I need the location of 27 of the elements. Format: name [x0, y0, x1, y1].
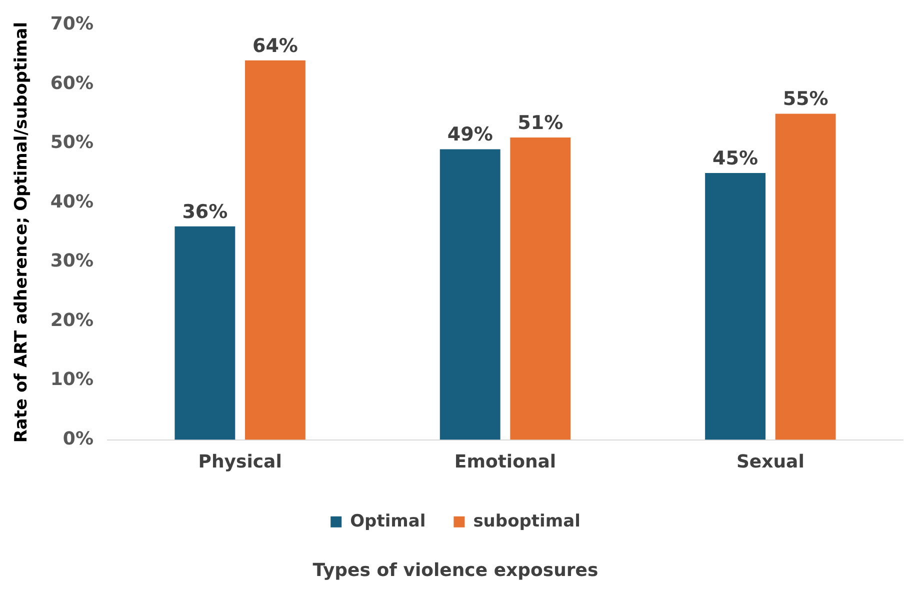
data-label: 51% — [518, 112, 564, 134]
bar — [174, 226, 236, 440]
data-label: 64% — [252, 34, 298, 57]
x-axis-title: Types of violence exposures — [312, 560, 598, 581]
data-label: 49% — [447, 124, 493, 146]
x-tick-label: Emotional — [454, 451, 556, 472]
y-tick-label: 60% — [50, 72, 94, 94]
data-label: 36% — [182, 200, 228, 223]
bar — [705, 173, 766, 440]
y-axis-title: Rate of ART adherence; Optimal/suboptimal — [12, 22, 32, 443]
bar — [775, 114, 836, 440]
y-tick-label: 70% — [50, 13, 94, 34]
data-label: 45% — [712, 147, 758, 170]
x-tick-label: Sexual — [736, 451, 804, 472]
y-tick-label: 50% — [50, 132, 94, 154]
y-tick-label: 30% — [50, 250, 94, 272]
x-tick-label: Physical — [198, 451, 282, 472]
y-tick-label: 40% — [50, 191, 94, 212]
bar — [244, 60, 306, 440]
y-tick-label: 0% — [62, 428, 94, 450]
data-label: 55% — [782, 88, 828, 110]
legend-label: Optimal — [350, 511, 426, 532]
y-tick-label: 10% — [50, 369, 94, 390]
bar — [510, 137, 571, 440]
bar — [440, 149, 500, 440]
legend-label: suboptimal — [473, 511, 580, 532]
y-tick-label: 20% — [50, 310, 94, 331]
